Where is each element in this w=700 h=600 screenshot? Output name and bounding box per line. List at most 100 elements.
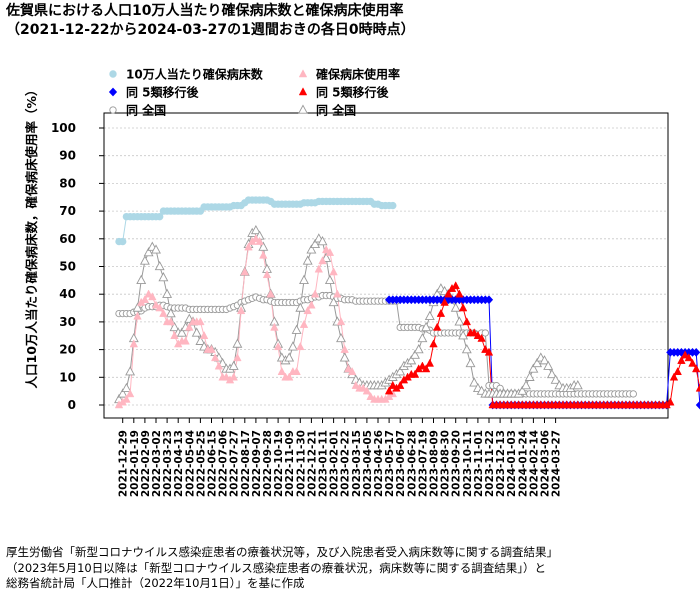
source-line-3: 総務省統計局「人口推計（2022年10月1日）」を基に作成 [6,576,305,590]
data-point [389,201,397,210]
x-tick-label: 2023-08-30 [440,430,452,497]
x-tick-label: 2024-02-14 [528,430,540,497]
data-point [333,289,342,298]
data-point [440,297,449,306]
data-point [284,372,294,381]
data-point [165,308,176,318]
data-point [277,367,287,376]
data-point [176,327,187,337]
data-point [436,308,446,317]
data-point [543,360,554,370]
x-tick-label: 2022-07-27 [229,430,241,497]
data-point [170,331,179,339]
gridlines [104,127,668,406]
x-tick-label: 2022-11-09 [284,430,296,497]
x-tick-label: 2023-03-15 [351,430,363,497]
data-point [244,242,253,251]
data-point [266,289,275,298]
data-point [477,333,486,342]
x-tick-label: 2022-11-30 [295,430,307,497]
data-point [410,349,420,359]
data-point [251,234,261,243]
x-tick-label: 2022-09-07 [251,430,263,497]
legend-label: 同 5類移行後 [126,85,200,100]
x-tick-label: 2022-09-28 [262,430,274,497]
data-point [255,236,264,245]
data-point [340,344,349,353]
data-point [287,341,298,351]
data-point [292,367,301,376]
x-tick-label: 2023-06-28 [406,430,418,497]
x-tick-label: 2023-05-17 [384,430,396,497]
data-point [259,250,268,259]
plot-frame [103,112,669,419]
x-tick-label: 2022-02-09 [140,430,152,497]
data-point [132,302,143,312]
data-point [228,360,239,370]
data-point [299,319,309,328]
data-point [222,372,231,381]
data-point [406,355,417,365]
data-point [384,386,394,395]
y-axis-ticks: 0 10 20 30 40 50 60 70 80 90 100 [51,121,104,412]
data-point [465,357,476,368]
data-point [136,274,147,284]
x-tick-label: 2024-01-24 [517,430,529,497]
y-tick-label: 70 [59,204,76,218]
x-tick-label: 2022-03-02 [151,430,163,497]
data-point [481,329,489,337]
data-point [351,380,361,389]
data-point [122,394,131,403]
data-point [669,372,679,381]
data-point [317,236,328,246]
y-tick-label: 60 [59,232,76,246]
data-point [314,264,324,273]
legend-label: 同 全国 [316,103,356,118]
data-point [210,353,220,362]
x-tick-label: 2022-08-17 [240,430,252,497]
x-tick-label: 2022-07-06 [218,430,230,497]
data-point [140,295,150,303]
data-point [295,302,306,312]
data-point [310,238,321,248]
y-tick-label: 90 [59,149,76,163]
x-tick-label: 2023-11-01 [473,430,485,497]
data-point [207,344,216,353]
data-point [284,352,295,362]
data-point [329,267,338,276]
data-point [421,321,432,332]
data-point [469,328,479,337]
x-tick-label: 2023-04-26 [373,430,385,497]
data-point [450,302,461,312]
y-tick-label: 10 [59,370,76,384]
data-point [666,397,675,406]
x-tick-label: 2024-03-27 [551,430,563,497]
data-point [362,386,372,395]
data-point [469,377,480,387]
data-point [229,372,238,381]
legend-label: 10万人当たり確保病床数 [126,67,264,82]
data-point [236,306,246,315]
data-point [144,289,153,298]
data-point [451,281,460,290]
data-point [347,367,357,376]
y-tick-label: 30 [59,315,76,329]
x-tick-label: 2023-08-09 [429,430,441,497]
x-tick-label: 2023-09-20 [451,430,463,497]
data-point [429,339,438,348]
data-point [539,355,550,365]
data-point [336,317,346,326]
data-point [270,322,279,331]
legend-label: 同 5類移行後 [316,85,390,100]
data-point [306,244,317,254]
series-line [389,299,700,406]
legend-marker [108,87,118,97]
data-point [125,389,135,398]
data-point [302,255,313,265]
x-tick-label: 2023-11-22 [484,430,496,497]
data-point [455,289,464,298]
data-point [339,352,350,362]
data-point [432,322,442,331]
data-point [291,324,302,334]
